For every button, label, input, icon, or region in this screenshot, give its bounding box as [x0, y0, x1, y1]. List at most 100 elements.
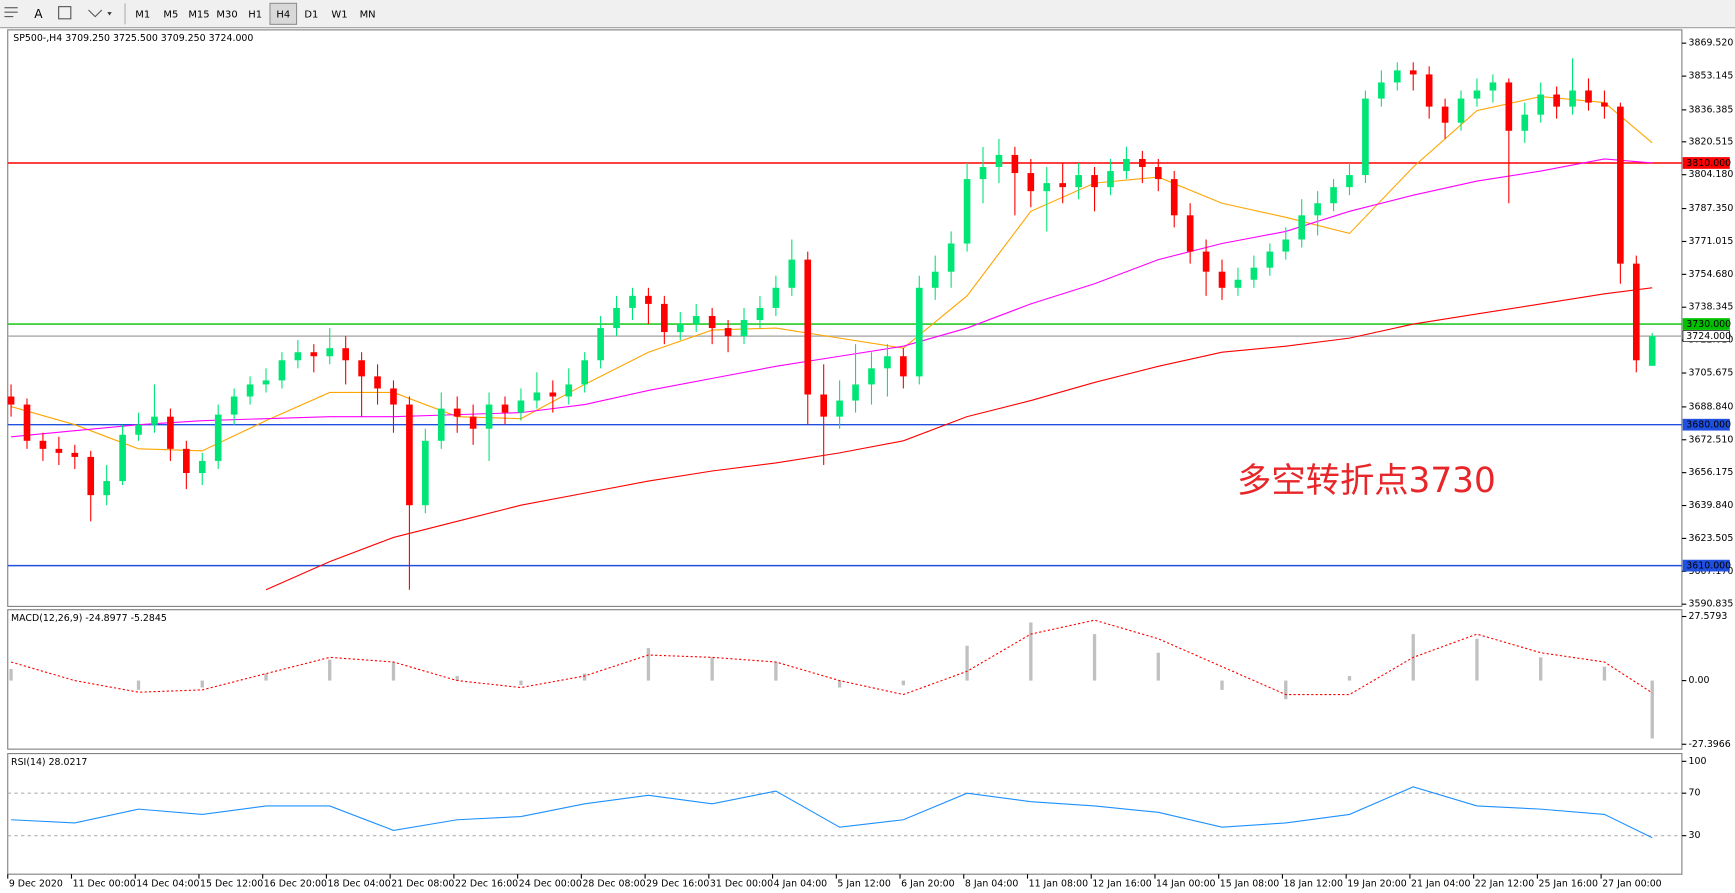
x-tick-label: 16 Dec 20:00	[264, 879, 327, 890]
x-tick-label: 21 Dec 08:00	[391, 879, 454, 890]
candle-body	[71, 452, 79, 457]
candle-body	[469, 416, 477, 429]
macd-bar	[1347, 675, 1352, 681]
candle-body	[1632, 263, 1640, 361]
candle-body	[262, 380, 270, 385]
candle-body	[1123, 158, 1130, 172]
timeframe-button-bg[interactable]	[326, 3, 353, 25]
macd-bar	[328, 659, 332, 681]
y-tick-label: 3804.180	[1689, 169, 1734, 180]
candle-body	[549, 392, 557, 397]
candle-body	[119, 434, 126, 482]
timeframe-button-bg[interactable]	[298, 3, 325, 25]
shapes-icon[interactable]	[88, 9, 103, 18]
timeframe-button[interactable]: M1	[135, 9, 150, 20]
candle-body	[1473, 90, 1481, 99]
timeframe-button[interactable]: M30	[216, 9, 237, 20]
crosshair-icon[interactable]	[4, 7, 18, 18]
timeframe-button-bg[interactable]	[269, 2, 298, 25]
timeframe-button-bg[interactable]	[241, 3, 269, 25]
candle-body	[437, 408, 445, 441]
dropdown-icon[interactable]	[107, 12, 112, 16]
candle-body	[230, 396, 238, 415]
x-tick-label: 11 Jan 08:00	[1029, 879, 1088, 890]
timeframe-button[interactable]: MN	[360, 9, 376, 20]
y-tick-label: 3853.145	[1689, 71, 1734, 82]
candle-body	[836, 400, 843, 417]
x-tick-label: 19 Jan 20:00	[1347, 879, 1406, 890]
candle-body	[661, 303, 668, 333]
candle-body	[1378, 82, 1385, 99]
timeframe-button[interactable]: M5	[163, 9, 178, 20]
timeframe-button-bg[interactable]	[354, 3, 381, 25]
timeframe-button-bg[interactable]	[185, 3, 213, 25]
candle-body	[1425, 74, 1433, 107]
candle-body	[931, 271, 939, 288]
candle-body	[374, 376, 381, 389]
y-tick-label: -27.3966	[1689, 739, 1731, 750]
y-tick-label: 0.00	[1689, 675, 1710, 686]
candle-body	[1282, 239, 1290, 252]
y-tick-label: 30	[1689, 830, 1701, 841]
moving-average	[10, 95, 1653, 452]
candle-body	[1585, 90, 1592, 103]
macd-bar	[1650, 680, 1654, 739]
candle-body	[884, 356, 891, 369]
timeframe-button[interactable]: H1	[248, 9, 262, 20]
candle-body	[1441, 106, 1449, 123]
candle-body	[900, 356, 907, 377]
text-tool-icon[interactable]: A	[34, 7, 43, 21]
candle-body	[1218, 271, 1226, 288]
candle-body	[1202, 251, 1210, 272]
candle-body	[1298, 215, 1306, 240]
x-tick-label: 22 Dec 16:00	[455, 879, 518, 890]
macd-bar	[646, 648, 651, 681]
macd-bar	[9, 668, 13, 681]
x-tick-label: 15 Jan 08:00	[1220, 879, 1279, 890]
macd-bar	[1092, 634, 1097, 681]
level-label: 3810.000	[1686, 158, 1731, 169]
candle-body	[597, 328, 604, 361]
macd-bar	[519, 680, 523, 686]
candle-body	[167, 416, 174, 449]
candle-body	[1043, 183, 1051, 192]
x-tick-label: 21 Jan 04:00	[1411, 879, 1470, 890]
rsi-title: RSI(14) 28.0217	[11, 757, 87, 768]
timeframe-button[interactable]: M15	[188, 9, 209, 20]
candle-body	[358, 360, 365, 377]
candle-body	[1393, 70, 1401, 83]
y-tick-label: 3656.175	[1689, 467, 1734, 478]
annotation: 多空转折点3730	[1237, 461, 1496, 501]
y-tick-label: 3771.015	[1689, 236, 1734, 247]
candle-body	[629, 295, 636, 308]
timeframe-button-bg[interactable]	[157, 3, 185, 25]
timeframe-button[interactable]: D1	[304, 9, 318, 20]
candle-body	[740, 320, 748, 337]
candle-body	[294, 352, 302, 361]
label-tool-icon[interactable]	[58, 6, 72, 20]
candle-body	[7, 396, 15, 405]
macd-bar	[1539, 657, 1543, 681]
level-label: 3730.000	[1686, 319, 1731, 330]
candle-body	[326, 348, 334, 357]
candle-body	[39, 440, 47, 449]
candle-body	[1027, 173, 1035, 192]
y-tick-label: 3738.345	[1689, 302, 1734, 313]
macd-bar	[583, 673, 587, 681]
macd-bar	[1156, 652, 1160, 681]
timeframe-button-bg[interactable]	[213, 3, 241, 25]
timeframe-button[interactable]: W1	[331, 9, 347, 20]
level-label-bg	[1682, 330, 1730, 342]
macd-bar	[455, 675, 459, 681]
candle-body	[1314, 203, 1321, 216]
candle-body	[342, 348, 349, 361]
level-label-bg	[1682, 418, 1730, 431]
candle-body	[979, 167, 987, 180]
x-tick-label: 29 Dec 16:00	[646, 879, 709, 890]
level-label-bg	[1682, 318, 1730, 330]
macd-bar	[965, 645, 969, 681]
timeframe-button[interactable]: H4	[276, 9, 290, 20]
timeframe-button-bg[interactable]	[129, 3, 157, 25]
